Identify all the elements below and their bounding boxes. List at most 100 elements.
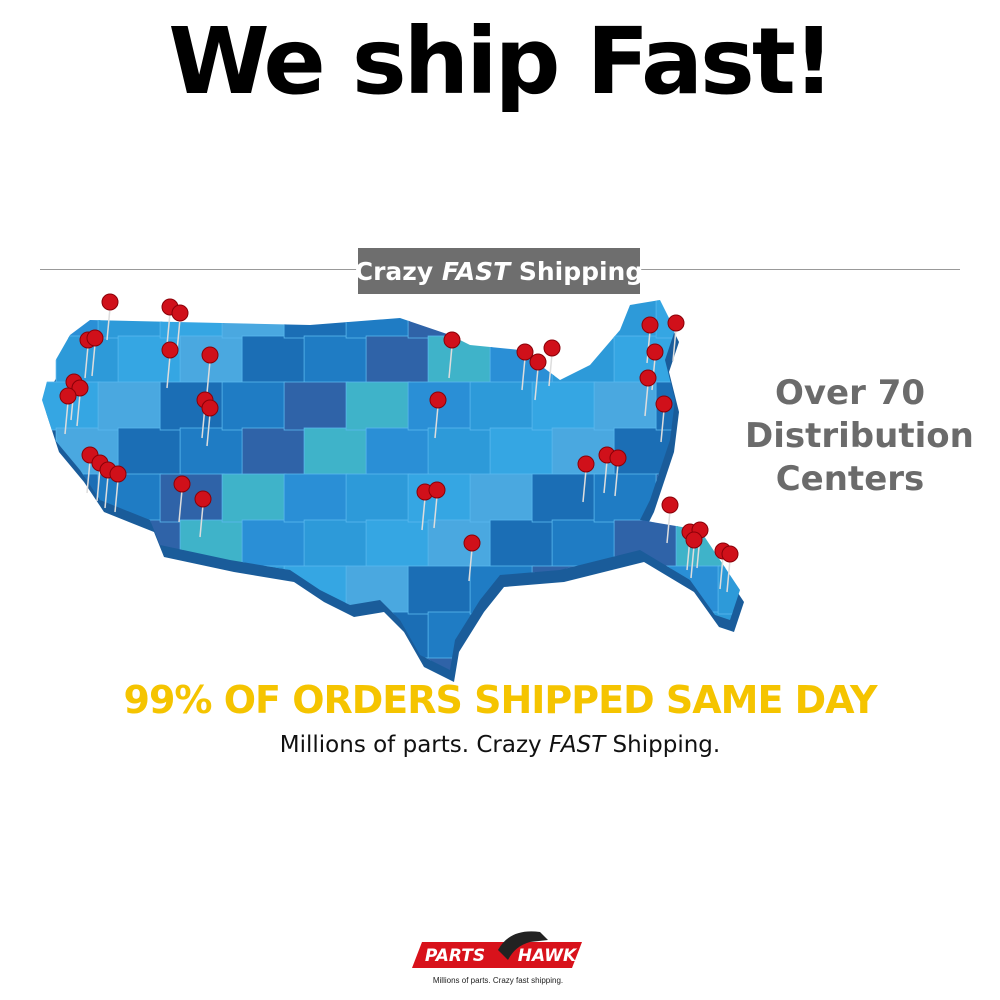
logo-left: PARTS <box>425 946 485 966</box>
state <box>345 381 411 431</box>
state <box>241 427 307 477</box>
pin-head <box>171 304 189 322</box>
state <box>469 381 535 431</box>
pin-head <box>529 353 547 371</box>
banner-emphasis: FAST <box>441 256 511 286</box>
state <box>531 300 597 339</box>
pin-head <box>685 531 703 549</box>
logo-right: HAWK <box>518 946 578 966</box>
state <box>241 519 307 569</box>
state <box>117 427 183 477</box>
state <box>345 300 411 339</box>
state <box>345 473 411 523</box>
state <box>55 519 121 569</box>
state <box>427 519 493 569</box>
pins <box>59 293 739 593</box>
pin-needle <box>614 463 619 497</box>
pin-needle <box>199 504 204 538</box>
pin-needle <box>166 312 171 346</box>
pin-head <box>661 496 679 514</box>
state <box>221 381 287 431</box>
state <box>179 611 245 661</box>
state <box>469 473 535 523</box>
side-note: Over 70 Distribution Centers <box>745 372 974 501</box>
pin-head <box>109 465 127 483</box>
pin-needle <box>719 556 724 590</box>
state <box>117 611 183 661</box>
pin-head <box>443 331 461 349</box>
state <box>551 611 617 661</box>
pin-head <box>646 343 664 361</box>
state <box>221 300 287 339</box>
pin-head <box>463 534 481 552</box>
state <box>159 473 225 523</box>
state <box>303 519 369 569</box>
state <box>593 381 659 431</box>
state <box>283 473 349 523</box>
pin-head <box>201 399 219 417</box>
state <box>489 427 555 477</box>
state <box>303 335 369 385</box>
tagline-emphasis: FAST <box>548 732 606 758</box>
side-line: Over 70 <box>774 373 926 413</box>
pin-needle <box>166 355 171 389</box>
pin-needle <box>644 383 649 417</box>
state <box>303 611 369 661</box>
state <box>427 427 493 477</box>
state <box>593 565 659 615</box>
state <box>283 381 349 431</box>
pin-needle <box>548 353 553 387</box>
tagline: Millions of parts. Crazy FAST Shipping. <box>0 732 1000 758</box>
pin-needle <box>690 545 695 579</box>
pin-head <box>641 316 659 334</box>
state <box>655 300 721 339</box>
pin-head <box>655 395 673 413</box>
pin-needle <box>176 318 181 352</box>
pin-head <box>428 481 446 499</box>
state <box>303 427 369 477</box>
state <box>469 300 535 339</box>
banner-text: Shipping <box>510 256 644 286</box>
pin-needle <box>521 357 526 391</box>
pin-head <box>667 314 685 332</box>
pin-needle <box>86 460 91 494</box>
state <box>159 565 225 615</box>
state <box>407 300 473 339</box>
state <box>241 611 307 661</box>
pin-head <box>429 391 447 409</box>
logo-band <box>412 942 582 968</box>
pin-needle <box>660 409 665 443</box>
state <box>365 335 431 385</box>
logo: PARTS HAWK Millions of parts. Crazy fast… <box>412 931 582 985</box>
pin-head <box>201 346 219 364</box>
headline: 99% OF ORDERS SHIPPED SAME DAY <box>123 678 878 722</box>
pin-needle <box>106 307 111 341</box>
pin-needle <box>421 497 426 531</box>
pin-head <box>59 387 77 405</box>
pin-needle <box>666 510 671 544</box>
state <box>717 300 740 339</box>
pin-head <box>721 545 739 563</box>
state <box>407 565 473 615</box>
pin-head <box>173 475 191 493</box>
state <box>221 473 287 523</box>
pin-needle <box>104 475 109 509</box>
state <box>551 335 617 385</box>
state <box>42 473 101 523</box>
state <box>97 565 163 615</box>
pin-head <box>543 339 561 357</box>
state <box>407 473 473 523</box>
side-line: Distribution <box>745 416 974 456</box>
state <box>42 565 101 615</box>
pin-needle <box>96 468 101 502</box>
pin-needle <box>178 489 183 523</box>
state <box>675 427 740 477</box>
side-line: Centers <box>775 459 925 499</box>
pin-needle <box>468 548 473 582</box>
pin-head <box>71 379 89 397</box>
title: We ship Fast! <box>168 8 835 115</box>
state <box>241 335 307 385</box>
banner-text: Crazy <box>354 256 442 286</box>
pin-needle <box>582 469 587 503</box>
